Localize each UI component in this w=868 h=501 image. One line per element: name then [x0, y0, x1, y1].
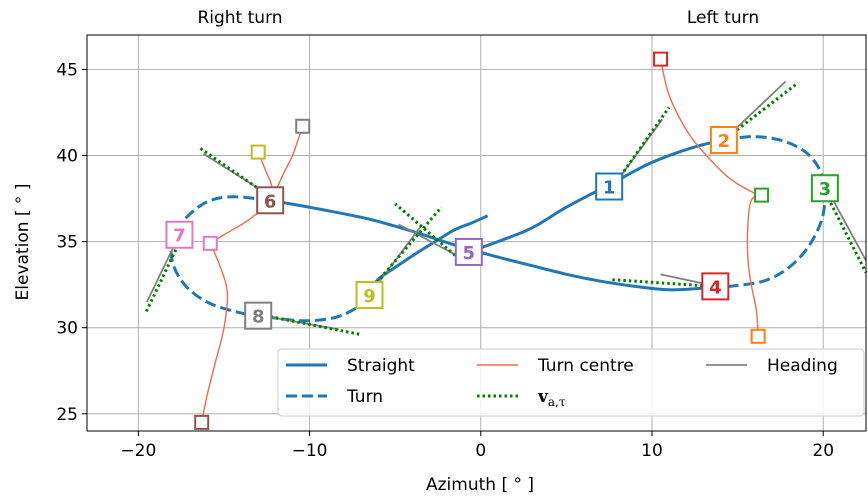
- marker-label-8: 8: [252, 307, 265, 328]
- velocity-line: [197, 145, 272, 199]
- velocity-line: [613, 106, 671, 186]
- turn-centre-marker: [202, 235, 218, 251]
- turn-centre-marker: [750, 328, 766, 344]
- velocity-line: [722, 82, 799, 142]
- velocity-line: [143, 234, 185, 315]
- marker-label-6: 6: [264, 191, 277, 212]
- marker-label-4: 4: [709, 277, 722, 298]
- x-tick-label: −20: [120, 441, 156, 461]
- turn-path: [169, 195, 368, 323]
- x-tick-label: 20: [812, 441, 834, 461]
- legend-label-velocity: va,τ: [537, 387, 566, 409]
- turn-centre-marker: [250, 144, 266, 160]
- marker-label-9: 9: [363, 286, 376, 307]
- marker-box-2: [709, 126, 738, 155]
- heading-line: [398, 223, 458, 257]
- velocity-line: [609, 277, 714, 288]
- straight-path: [364, 214, 489, 296]
- turn-centre-marker: [194, 414, 210, 430]
- legend-label-straight: Straight: [347, 356, 415, 376]
- marker-label-1: 1: [603, 178, 616, 199]
- velocity-line: [394, 202, 457, 257]
- plot-frame: [86, 34, 867, 432]
- turn-centre-marker: [295, 118, 311, 134]
- legend-label-heading: Heading: [767, 356, 838, 376]
- marker-box-6: [256, 186, 285, 215]
- straight-path: [269, 198, 730, 292]
- top-label-right-turn: Right turn: [197, 8, 282, 28]
- x-tick-label: 0: [475, 441, 486, 461]
- legend-label-turn-centre: Turn centre: [537, 356, 634, 376]
- x-tick-label: 10: [641, 441, 663, 461]
- x-axis-label: Azimuth [ ° ]: [426, 475, 534, 495]
- legend-label-turn: Turn: [346, 387, 383, 407]
- top-label-left-turn: Left turn: [687, 8, 759, 28]
- velocity-line: [821, 187, 868, 274]
- marker-label-2: 2: [718, 131, 731, 152]
- marker-label-3: 3: [819, 179, 832, 200]
- marker-box-3: [810, 174, 839, 203]
- y-tick-label: 45: [56, 60, 78, 80]
- marker-label-5: 5: [463, 243, 476, 264]
- curves: 1 2 3 4 5 6 7 8 9: [143, 51, 868, 430]
- marker-box-5: [454, 237, 483, 266]
- x-tick-label: −10: [292, 441, 328, 461]
- turn-centre-path: [746, 194, 762, 337]
- y-tick-label: 40: [56, 147, 78, 167]
- marker-box-9: [355, 280, 384, 309]
- turn-centre-marker: [754, 187, 770, 203]
- y-tick-label: 25: [56, 405, 78, 425]
- marker-box-4: [701, 272, 730, 301]
- marker-box-1: [595, 172, 624, 201]
- marker-label-7: 7: [173, 226, 186, 247]
- y-tick-label: 30: [56, 319, 78, 339]
- marker-box-8: [244, 301, 273, 330]
- turn-centre-marker: [653, 51, 669, 67]
- marker-box-7: [165, 220, 194, 249]
- legend: Straight Turn Turn centre va,τ Heading: [277, 348, 865, 417]
- straight-path: [463, 138, 725, 256]
- turn-centre-path: [201, 243, 229, 423]
- y-tick-label: 35: [56, 233, 78, 253]
- y-axis-label: Elevation [ ° ]: [13, 184, 33, 301]
